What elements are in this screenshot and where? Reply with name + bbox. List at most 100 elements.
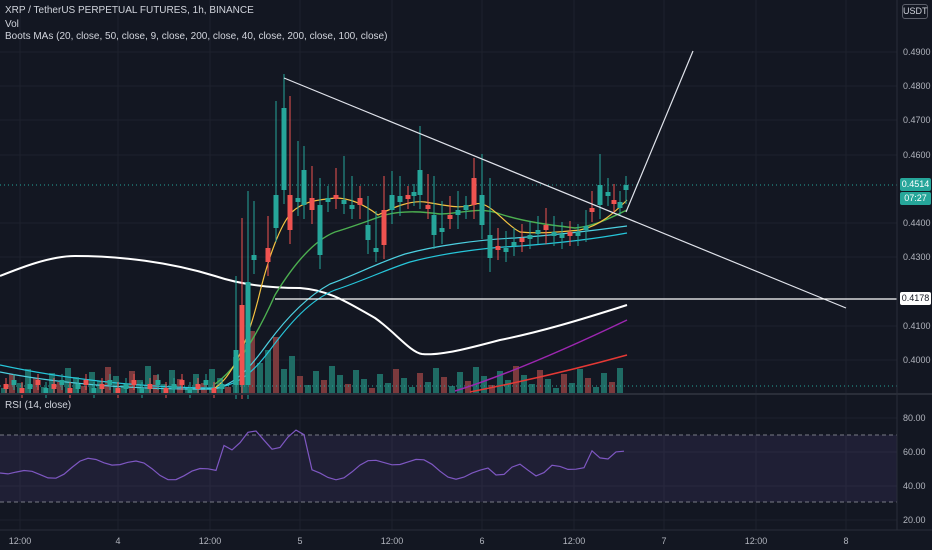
rsi-tick-label: 60.00 [903, 447, 926, 457]
rsi-tick-label: 20.00 [903, 515, 926, 525]
candle-body [471, 178, 477, 205]
rsi-tick-label: 40.00 [903, 481, 926, 491]
volume-bar [593, 387, 599, 394]
candle-body [535, 230, 541, 234]
volume-bar [473, 367, 479, 394]
candle-body [543, 225, 549, 230]
candle-body [623, 185, 629, 190]
time-tick-label: 5 [297, 536, 302, 546]
volume-bar [489, 385, 495, 394]
candle-body [309, 198, 315, 210]
ma-teal-lower [0, 232, 628, 389]
candle-body [333, 195, 339, 199]
candle-body [281, 108, 287, 190]
candle-body [131, 380, 137, 385]
candle-body [317, 205, 323, 255]
candle-body [405, 195, 411, 199]
time-tick-label: 8 [843, 536, 848, 546]
volume-bar [513, 366, 519, 394]
volume-bar [329, 366, 335, 394]
price-tick-label: 0.4100 [903, 321, 931, 331]
candle-body [295, 198, 301, 202]
candle-body [425, 205, 431, 209]
candle-body [411, 192, 417, 196]
candle-body [597, 185, 603, 205]
volume-bar [537, 370, 543, 394]
volume-bar [561, 374, 567, 394]
ma-teal-upper [0, 225, 628, 390]
candle-body [123, 384, 129, 389]
time-tick-label: 6 [479, 536, 484, 546]
countdown-badge: 07:27 [900, 192, 931, 205]
candle-body [155, 380, 161, 385]
volume-bar [481, 376, 487, 394]
rsi-axis[interactable]: 80.00 60.00 40.00 20.00 [903, 413, 926, 525]
candle-body [239, 305, 245, 385]
volume-bar [521, 375, 527, 394]
volume-bar [289, 356, 295, 394]
volume-bar [617, 368, 623, 394]
volume-bar [417, 373, 423, 394]
descending-trendline[interactable] [283, 77, 847, 309]
line-price-badge: 0.4178 [900, 292, 931, 305]
projection-line[interactable] [625, 50, 694, 213]
currency-badge[interactable]: USDT [902, 4, 928, 19]
price-axis[interactable]: 0.4900 0.4800 0.4700 0.4600 0.4400 0.4300 0.41… [903, 47, 931, 365]
volume-bar [449, 386, 455, 394]
candle-body [589, 208, 595, 212]
price-tick-label: 0.4600 [903, 150, 931, 160]
candle-body [463, 205, 469, 210]
candle-body [251, 255, 257, 260]
price-candles [3, 74, 629, 399]
volume-bar [457, 372, 463, 394]
time-tick-label: 7 [661, 536, 666, 546]
candle-body [147, 384, 153, 389]
volume-bar [345, 384, 351, 394]
volume-bar [569, 383, 575, 394]
candle-body [417, 170, 423, 195]
time-tick-label: 12:00 [745, 536, 768, 546]
volume-bar [257, 363, 263, 394]
volume-bar [577, 369, 583, 394]
candle-body [325, 198, 331, 202]
volume-bar [433, 368, 439, 394]
rsi-legend[interactable]: RSI (14, close) [5, 400, 72, 411]
last-price-badge: 0.4514 [900, 178, 931, 191]
candle-body [519, 238, 525, 242]
volume-bar [209, 369, 215, 394]
volume-bar [553, 388, 559, 394]
volume-legend[interactable]: Vol [5, 19, 19, 30]
volume-bar [337, 375, 343, 394]
candle-body [3, 384, 9, 389]
candle-body [245, 282, 251, 385]
candle-body [59, 380, 65, 385]
candle-body [479, 195, 485, 225]
candle-body [551, 232, 557, 236]
symbol-title[interactable]: XRP / TetherUS PERPETUAL FUTURES, 1h, BI… [5, 5, 254, 16]
candle-body [203, 380, 209, 385]
rsi-line [0, 429, 625, 481]
rsi-band [0, 435, 897, 502]
volume-bar [57, 382, 63, 394]
volume-bar [89, 372, 95, 394]
volume-bar [273, 337, 279, 394]
candle-body [567, 232, 573, 236]
ma-legend[interactable]: Boots MAs (20, close, 50, close, 9, clos… [5, 31, 388, 42]
candle-body [575, 232, 581, 236]
candle-body [349, 205, 355, 209]
candle-body [187, 388, 193, 393]
time-axis[interactable]: 12:00 4 12:00 5 12:00 6 12:00 7 12:00 8 [9, 536, 849, 546]
volume-bar [65, 368, 71, 394]
candle-body [365, 225, 371, 240]
candle-body [301, 170, 307, 205]
candle-body [439, 228, 445, 232]
volume-bar [313, 371, 319, 394]
volume-bar [169, 370, 175, 394]
volume-bar [249, 331, 255, 394]
candle-body [273, 195, 279, 228]
candle-body [179, 380, 185, 385]
candle-body [233, 350, 239, 385]
price-tick-label: 0.4900 [903, 47, 931, 57]
candle-body [397, 196, 403, 202]
